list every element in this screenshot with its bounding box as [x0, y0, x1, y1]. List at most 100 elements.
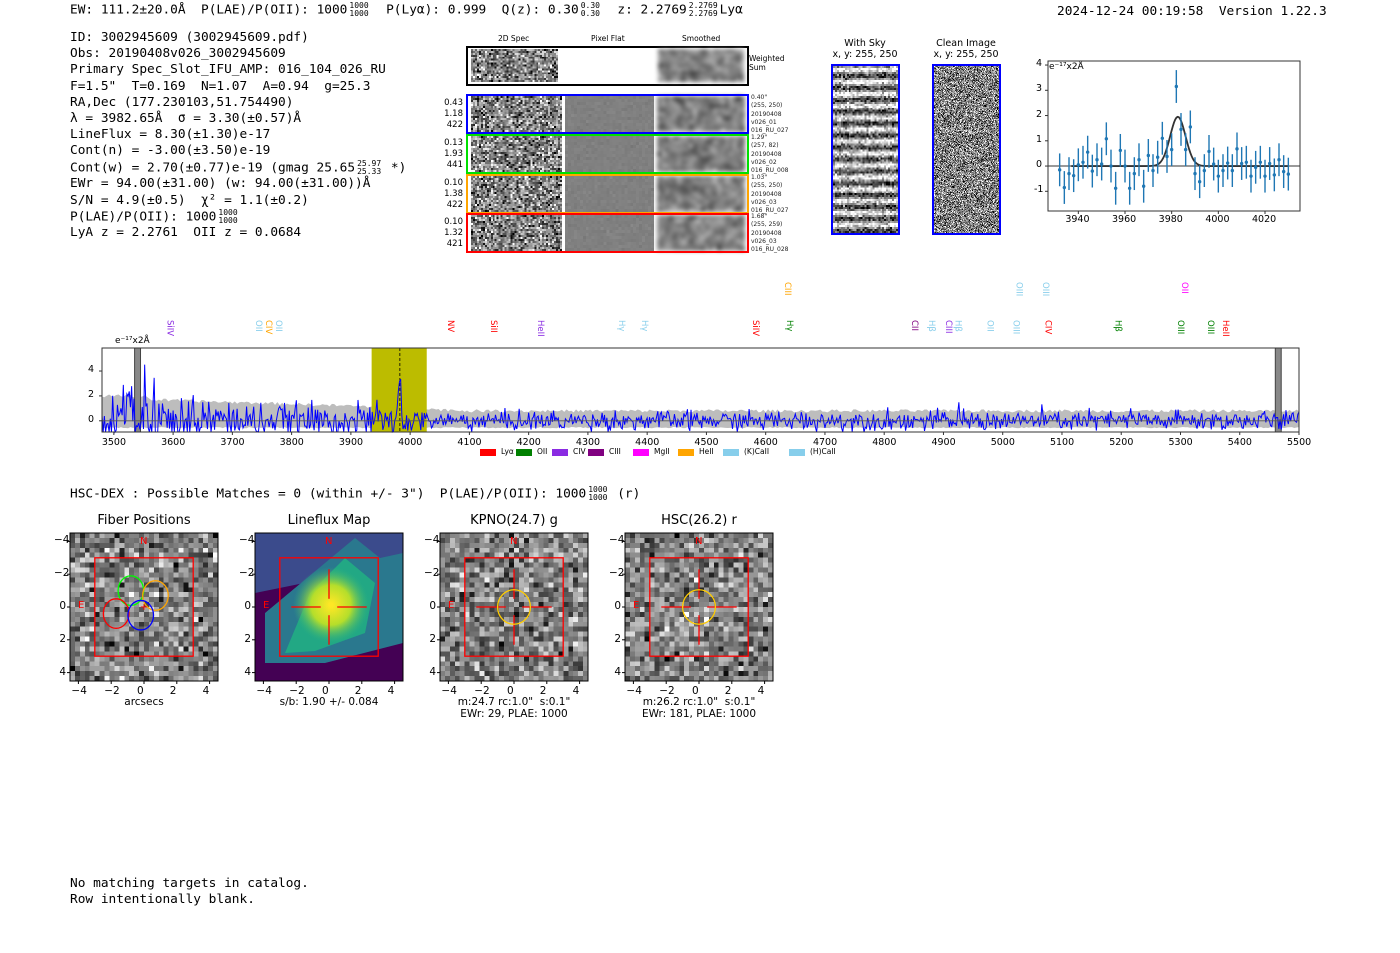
spectrum-xtick-label: 4400: [635, 437, 660, 448]
panel-ytick-label: −4: [239, 534, 255, 547]
info-params: F=1.5" T=0.169 N=1.07 A=0.94 g=25.3: [70, 78, 371, 94]
line-id-label: CIV: [1042, 320, 1053, 335]
row-2dspec-image: [471, 96, 562, 132]
panel-ytick-label: 2: [244, 632, 251, 645]
panel-xtick-label: −2: [289, 685, 305, 697]
data-point: [1249, 174, 1253, 178]
version: Version 1.22.3: [1218, 4, 1327, 19]
panel-caption-2: EWr: 29, PLAE: 1000: [460, 708, 568, 720]
panel-xtick-label: −4: [256, 685, 272, 697]
data-point: [1118, 148, 1123, 153]
panel-xtick-label: −2: [659, 685, 675, 697]
row-smoothed-image: [657, 176, 745, 212]
spectrum-xtick-label: 3500: [101, 437, 127, 448]
panel-ytick-label: 0: [59, 600, 66, 612]
spectrum-unit-label: e⁻¹⁷x2Å: [115, 336, 150, 346]
data-point: [1169, 147, 1174, 152]
legend-label: Lyα: [501, 447, 514, 456]
panel-xtick-label: −4: [441, 685, 457, 697]
fit-ytick-label: 4: [1035, 58, 1042, 70]
panel-xtick-label: 0: [322, 685, 329, 697]
data-point: [1165, 154, 1169, 159]
legend-label: CIII: [609, 447, 621, 456]
fiber-row-frame: [466, 94, 749, 134]
panel-title: KPNO(24.7) g: [470, 513, 558, 528]
compass-east: E: [633, 600, 640, 611]
fit-xtick-label: 3960: [1112, 214, 1137, 225]
line-id-label: Hγ: [783, 320, 794, 332]
legend-label: (K)CaII: [744, 447, 770, 456]
panel-title: HSC(26.2) r: [661, 513, 737, 528]
data-point: [1132, 171, 1137, 176]
data-point: [1071, 173, 1076, 178]
header-plae: P(LAE)/P(OII): 1000: [201, 2, 348, 18]
compass-north: N: [140, 536, 148, 547]
info-id: ID: 3002945609 (3002945609.pdf): [70, 30, 309, 45]
fiber-row-frame: [466, 213, 749, 253]
info-lineflux: LineFlux = 8.30(±1.30)e-17: [70, 127, 271, 143]
data-point: [1141, 184, 1146, 188]
qz-hi: 0.30: [580, 1, 600, 10]
legend-label: MgII: [654, 447, 670, 456]
panel-axes-frame: [439, 532, 589, 682]
clean-image-frame: [932, 64, 1001, 235]
header-z-range: 2.2769 2.2769: [689, 2, 718, 18]
footer-line2: Row intentionally blank.: [70, 891, 255, 907]
compass-east: E: [448, 600, 455, 611]
data-point: [1090, 169, 1095, 173]
clean-image: [934, 66, 999, 233]
spectrum-xtick-label: 4600: [753, 437, 778, 448]
info-contn: Cont(n) = -3.00(±3.50)e-19: [70, 143, 271, 159]
data-point: [1239, 161, 1244, 166]
data-point: [1174, 84, 1179, 89]
data-point: [1183, 147, 1188, 152]
panel-ytick-label: 4: [59, 665, 66, 678]
fiber-circle: [102, 598, 130, 629]
data-point: [1179, 127, 1183, 132]
spectrum-xtick-label: 3800: [279, 437, 304, 448]
panel-xtick-label: −4: [71, 685, 87, 697]
data-point: [1230, 168, 1235, 173]
header-qz-range: 0.30 0.30: [581, 2, 600, 18]
info-plae-lo: 1000: [218, 215, 238, 225]
line-id-label: OII: [1179, 282, 1190, 294]
fit-unit-label: e⁻¹⁷x2Å: [1049, 62, 1084, 72]
info-contw: Cont(w) = 2.70(±0.77)e-19 (gmag 25.65 25.…: [70, 159, 406, 177]
contw-text: Cont(w) = 2.70(±0.77)e-19 (gmag 25.65: [70, 160, 356, 176]
col-pixelflat: Pixel Flat: [591, 34, 625, 43]
panel-title: Fiber Positions: [97, 513, 191, 528]
header-z: z: 2.2769: [617, 2, 687, 18]
panel-ytick-label: −4: [609, 534, 625, 547]
compass-east: E: [78, 600, 85, 611]
aperture-box: [279, 557, 379, 657]
fit-ytick-label: -1: [1034, 184, 1044, 196]
data-point: [1155, 155, 1160, 159]
line-id-label: OIII: [1205, 320, 1216, 335]
panel-axes-frame: [254, 532, 404, 682]
panel-ytick-label: −2: [424, 567, 440, 580]
header-ew: EW: 111.2±20.0Å: [70, 2, 186, 18]
spectrum-xtick-label: 4300: [575, 437, 601, 448]
line-id-label: Hγ: [616, 320, 627, 332]
with-sky-title: With Sky x, y: 255, 250: [832, 38, 898, 60]
header-plae-range: 1000 1000: [349, 2, 368, 18]
fiber-circle: [142, 580, 169, 611]
panel-title: Lineflux Map: [287, 513, 371, 528]
line-id-label: Hγ: [639, 320, 650, 332]
aperture-ellipse: [681, 589, 717, 625]
compass-east: E: [263, 600, 270, 611]
panel-ytick-label: 2: [429, 632, 436, 645]
panel-ytick-label: 2: [614, 632, 621, 645]
data-point: [1193, 171, 1197, 176]
spectrum-xtick-label: 3900: [338, 437, 364, 448]
data-point: [1216, 174, 1221, 178]
plae-lo: 1000: [349, 9, 369, 18]
panel-ytick-label: 0: [244, 600, 251, 612]
hscdex-suffix: (r): [617, 486, 641, 502]
weighted-sum-box: [466, 46, 749, 86]
data-point: [1253, 165, 1258, 170]
timestamp: 2024-12-24 00:19:58: [1057, 4, 1204, 19]
panel-ytick-label: −2: [609, 567, 625, 580]
line-id-label: OIII: [1013, 282, 1024, 297]
data-point: [1062, 185, 1067, 190]
